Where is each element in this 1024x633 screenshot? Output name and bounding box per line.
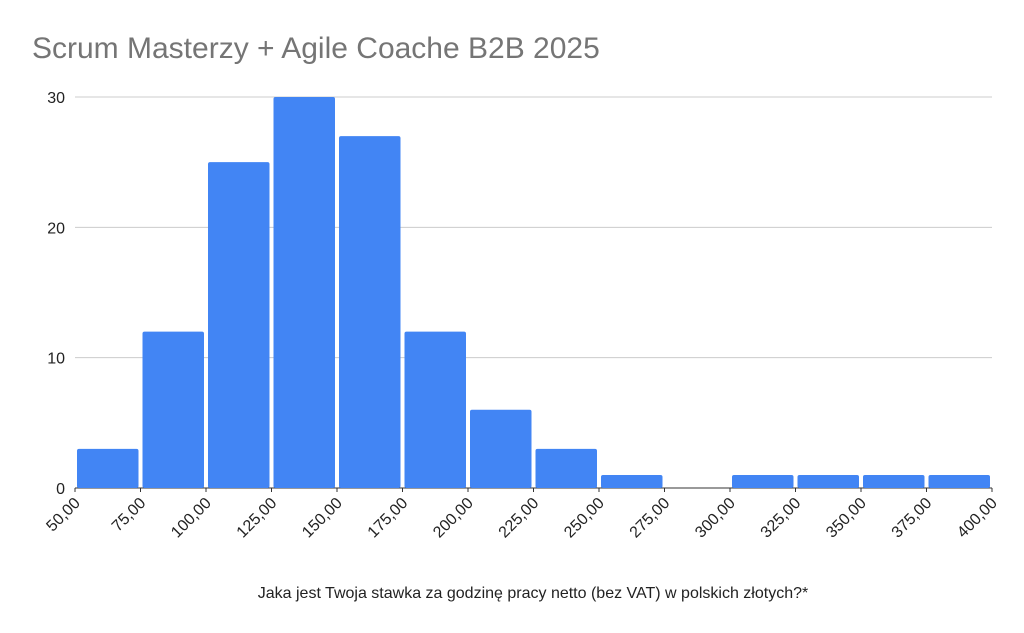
bar [928,474,990,488]
bar [142,331,204,488]
bar [77,448,139,488]
y-tick-label: 0 [56,481,65,498]
bar [601,474,663,488]
bar [732,474,794,488]
x-axis-label: Jaka jest Twoja stawka za godzinę pracy … [258,585,808,602]
bar [863,474,925,488]
bar [273,97,335,488]
bar [797,474,859,488]
y-tick-label: 10 [47,351,65,368]
y-tick-label: 20 [47,220,65,237]
bar [470,409,532,488]
bar [404,331,466,488]
y-tick-label: 30 [47,90,65,107]
bar [208,162,270,488]
bar [339,136,401,488]
chart-title: Scrum Masterzy + Agile Coache B2B 2025 [32,32,600,65]
bar [535,448,597,488]
